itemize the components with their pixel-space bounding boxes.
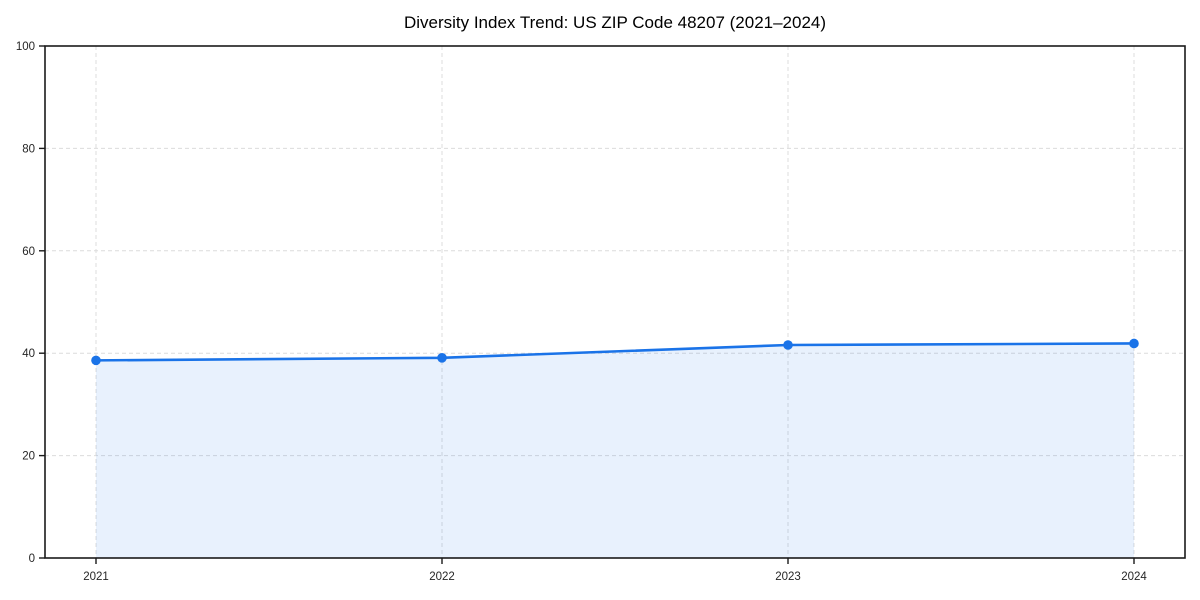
y-tick-label: 100: [16, 41, 35, 53]
y-tick-label: 40: [22, 348, 35, 360]
gridlines: [45, 45, 1185, 559]
area-fill: [96, 343, 1134, 558]
trend-line: [94, 342, 1136, 362]
x-tick-label: 2023: [775, 571, 801, 583]
plot-border: [44, 45, 1186, 559]
y-tick-label: 0: [29, 553, 35, 565]
data-point: [437, 353, 447, 363]
chart-title: Diversity Index Trend: US ZIP Code 48207…: [404, 13, 826, 32]
y-tick-label: 20: [22, 451, 35, 463]
axes: 0 20 40 60 80 100 2021 2022 2023 2024: [16, 41, 1186, 583]
x-tick-label: 2022: [429, 571, 455, 583]
data-point: [1129, 338, 1139, 349]
data-point: [91, 355, 101, 366]
data-point: [783, 340, 793, 350]
x-tick-label: 2021: [83, 571, 109, 583]
y-tick-label: 60: [22, 246, 35, 258]
data-series: [91, 338, 1139, 558]
x-tick-label: 2024: [1121, 571, 1147, 583]
y-tick-label: 80: [22, 143, 35, 155]
